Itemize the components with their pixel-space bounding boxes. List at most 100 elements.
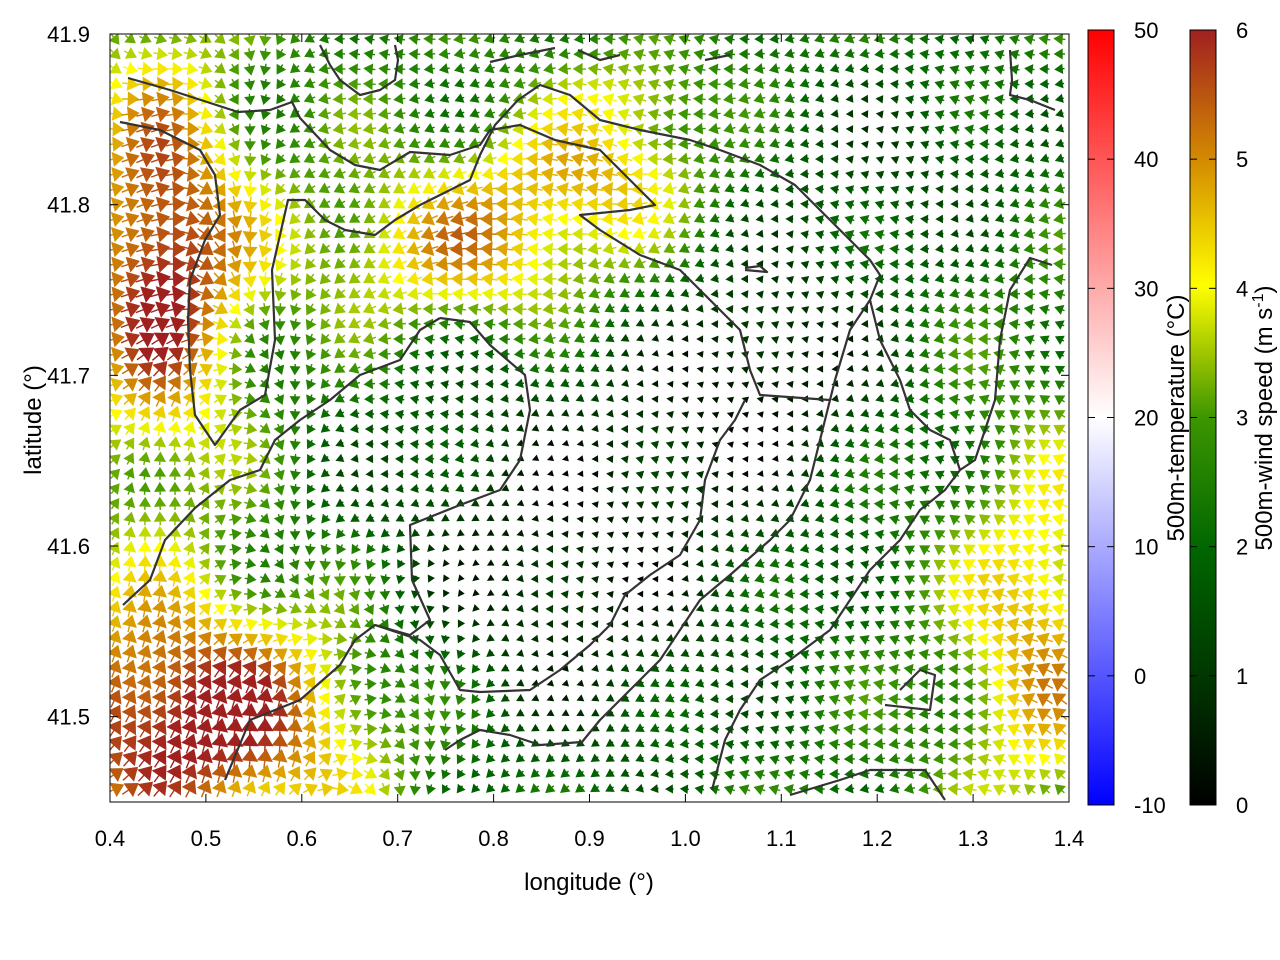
wind-arrow <box>454 334 465 345</box>
wind-arrow <box>303 152 316 164</box>
wind-arrow <box>1009 108 1020 120</box>
wind-arrow <box>632 78 647 91</box>
wind-arrow <box>741 366 750 374</box>
wind-arrow <box>425 498 435 508</box>
wind-arrow <box>318 34 330 44</box>
wind-arrow <box>289 122 301 133</box>
wind-arrow <box>424 395 434 405</box>
wind-arrow <box>588 272 601 285</box>
wind-arrow <box>259 572 271 583</box>
wind-arrow <box>784 528 795 538</box>
wind-arrow <box>228 347 243 360</box>
wind-arrow <box>859 529 870 540</box>
wind-arrow <box>472 559 480 567</box>
wind-arrow <box>829 604 840 615</box>
wind-arrow <box>663 34 676 46</box>
wind-arrow <box>501 559 510 567</box>
wind-arrow <box>845 78 854 88</box>
wind-arrow <box>485 483 495 492</box>
wind-arrow <box>274 318 286 331</box>
wind-arrow <box>243 407 258 420</box>
wind-arrow <box>243 602 258 616</box>
wind-arrow <box>800 498 810 508</box>
wind-arrow <box>979 124 990 135</box>
wind-arrow <box>121 212 140 228</box>
wind-arrow <box>799 34 810 44</box>
wind-arrow <box>1024 365 1036 376</box>
wind-arrow <box>844 260 855 270</box>
wind-arrow <box>933 559 946 571</box>
wind-arrow <box>468 47 481 59</box>
wind-arrow <box>394 648 405 659</box>
wind-arrow <box>364 573 377 586</box>
wind-arrow <box>318 573 331 587</box>
wind-arrow <box>531 424 540 432</box>
wind-arrow <box>831 350 839 358</box>
wind-arrow <box>243 318 255 330</box>
wind-arrow <box>320 303 332 315</box>
wind-arrow <box>786 410 794 418</box>
wind-arrow <box>1006 602 1023 617</box>
wind-arrow <box>526 107 542 121</box>
wind-arrow <box>228 377 243 391</box>
wind-arrow <box>724 167 735 179</box>
wind-arrow <box>198 602 212 616</box>
wind-arrow <box>919 333 930 344</box>
wind-arrow <box>411 574 421 584</box>
wind-arrow <box>150 256 171 273</box>
wind-arrow <box>1054 365 1066 375</box>
wind-arrow <box>648 34 661 46</box>
wind-arrow <box>214 560 227 571</box>
wind-arrow <box>501 469 510 477</box>
wind-arrow <box>619 287 630 298</box>
wind-arrow <box>680 304 689 313</box>
wind-arrow <box>636 394 644 403</box>
wind-arrow <box>572 62 587 76</box>
wind-arrow <box>303 182 316 193</box>
wind-arrow <box>167 540 182 556</box>
wind-arrow <box>829 184 839 195</box>
wind-arrow <box>409 349 420 360</box>
wind-arrow <box>770 290 779 299</box>
wind-arrow <box>860 79 869 89</box>
wind-arrow <box>1024 153 1035 163</box>
wind-arrow <box>601 137 618 152</box>
wind-arrow <box>545 604 554 614</box>
wind-arrow <box>572 272 587 285</box>
wind-arrow <box>136 197 155 213</box>
wind-arrow <box>348 317 361 329</box>
wind-arrow <box>243 63 256 76</box>
wind-arrow <box>859 63 870 74</box>
wind-arrow <box>1054 304 1065 315</box>
wind-arrow <box>591 485 599 493</box>
wind-arrow <box>152 375 166 392</box>
wind-arrow <box>1024 409 1036 421</box>
wind-arrow <box>408 137 421 149</box>
wind-arrow <box>137 421 151 436</box>
wind-arrow <box>964 79 975 90</box>
wind-arrow <box>801 380 809 388</box>
wind-arrow <box>680 500 689 509</box>
wind-arrow <box>801 321 810 329</box>
wind-arrow <box>963 544 977 556</box>
wind-arrow <box>333 588 345 601</box>
wind-arrow <box>845 170 854 180</box>
wind-arrow <box>542 317 557 330</box>
wind-arrow <box>348 63 361 76</box>
wind-arrow <box>620 425 628 434</box>
wind-arrow <box>875 349 884 358</box>
wind-arrow <box>696 381 704 389</box>
wind-arrow <box>110 316 125 333</box>
wind-arrow <box>304 47 316 58</box>
wind-arrow <box>1037 543 1052 557</box>
wind-arrow <box>976 602 993 617</box>
wind-arrow <box>410 483 419 493</box>
wind-arrow <box>407 181 422 194</box>
wind-arrow <box>725 228 735 238</box>
wind-arrow <box>153 511 167 526</box>
wind-arrow <box>138 451 151 466</box>
wind-arrow <box>469 334 480 345</box>
wind-arrow <box>904 499 915 511</box>
wind-arrow <box>289 363 301 376</box>
wind-arrow <box>556 197 573 212</box>
